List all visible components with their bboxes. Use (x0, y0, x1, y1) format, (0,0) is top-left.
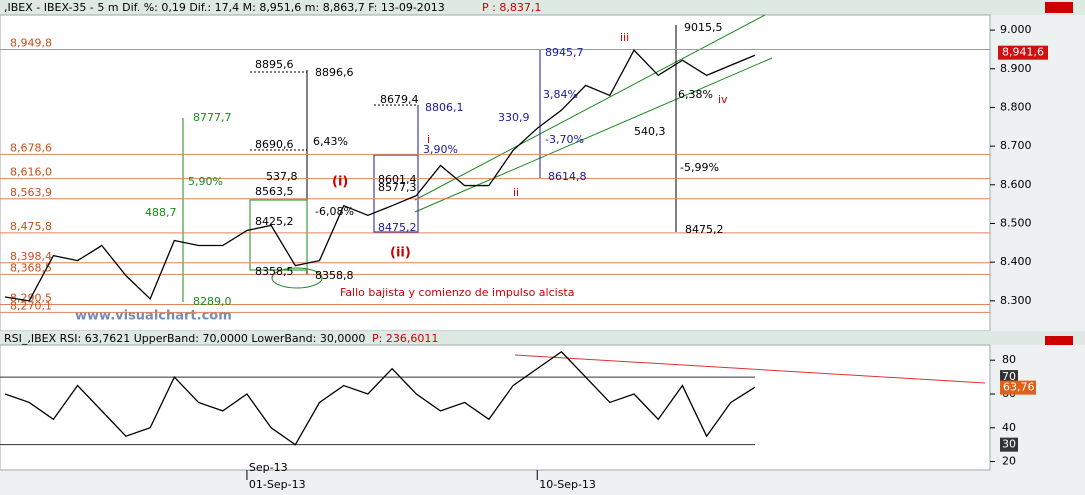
annotation: 8475,2 (378, 221, 417, 234)
last-price-box (998, 45, 1048, 60)
rsi-header-bar (0, 331, 1085, 345)
level-label: 8,949,8 (10, 37, 52, 50)
annotation: 540,3 (634, 125, 666, 138)
band-label: 70 (1002, 370, 1016, 383)
annotation: ii (513, 186, 519, 199)
price-panel (0, 14, 991, 332)
annotation: 8614,8 (548, 170, 587, 183)
level-label: 8,678,6 (10, 141, 52, 154)
rsi-panel (0, 344, 991, 471)
y-tick-label: 8.900 (1000, 62, 1032, 75)
rsi-trend-line (514, 354, 986, 384)
level-label: 8,616,0 (10, 166, 52, 179)
annotation: 8806,1 (425, 101, 464, 114)
highlight-ellipse (271, 267, 323, 289)
price-title: ,IBEX - IBEX-35 - 5 m Dif. %: 0,19 Dif.:… (4, 1, 445, 14)
annotation: 8679,4 (380, 93, 419, 106)
watermark: www.visualchart.com (75, 309, 232, 324)
annotation: 6,43% (313, 135, 348, 148)
x-month-label: Sep-13 (249, 461, 288, 474)
annotation: (i) (332, 175, 348, 190)
header-bar (0, 0, 1085, 15)
annotation: 8475,2 (685, 223, 724, 236)
y-tick-label: 8.500 (1000, 216, 1032, 229)
annotation: 8945,7 (545, 46, 584, 59)
annotation: (ii) (390, 246, 411, 261)
annotation: 8601,4 (378, 173, 417, 186)
annotation: -5,99% (680, 161, 719, 174)
band-box (1000, 370, 1018, 385)
annotation: 330,9 (498, 111, 530, 124)
channel-line (414, 14, 766, 201)
price-line (4, 49, 756, 302)
y-tick-label: 8.400 (1000, 255, 1032, 268)
annotation: iv (718, 93, 728, 106)
band-label: 30 (1002, 438, 1016, 451)
annotation: 8358,5 (255, 265, 294, 278)
annotation: 8425,2 (255, 215, 294, 228)
y-tick-label: 8.600 (1000, 178, 1032, 191)
last-price-label: 8,941,6 (1002, 46, 1044, 59)
annotation: 8563,5 (255, 185, 294, 198)
annotation: 3,84% (543, 88, 578, 101)
annotation: i (427, 133, 430, 146)
annotation: 8577,3 (378, 181, 417, 194)
y-tick-label: 40 (1002, 421, 1016, 434)
y-tick-label: 8.300 (1000, 294, 1032, 307)
annotation: iii (620, 31, 629, 44)
fib-box (249, 199, 308, 271)
annotation: 3,90% (423, 143, 458, 156)
annotation: 537,8 (266, 170, 298, 183)
level-label: 8,563,9 (10, 186, 52, 199)
annotation: 8289,0 (193, 295, 232, 308)
drawings (182, 14, 986, 384)
x-tick-label: 01-Sep-13 (249, 478, 306, 491)
annotation: 8777,7 (193, 111, 232, 124)
y-tick-label: 8.800 (1000, 100, 1032, 113)
annotation: 8690,6 (255, 138, 294, 151)
annotation: 5,90% (188, 175, 223, 188)
level-label: 8,398,4 (10, 250, 52, 263)
x-tick-label: 10-Sep-13 (539, 478, 596, 491)
annotation: 6,38% (678, 88, 713, 101)
annotation: 8358,8 (315, 269, 354, 282)
y-tick-label: 9.000 (1000, 23, 1032, 36)
y-tick-label: 20 (1002, 455, 1016, 468)
annotation: 9015,5 (684, 21, 723, 34)
y-tick-label: 80 (1002, 353, 1016, 366)
close-box[interactable] (1045, 336, 1073, 345)
level-label: 8,368,5 (10, 261, 52, 274)
annotation: -3,70% (545, 133, 584, 146)
annotation: -6,08% (315, 205, 354, 218)
price-line (4, 350, 756, 446)
rsi-title: RSI_,IBEX RSI: 63,7621 UpperBand: 70,000… (4, 332, 365, 345)
level-label: 8,270,1 (10, 299, 52, 312)
annotation: 8895,6 (255, 58, 294, 71)
y-tick-label: 8.700 (1000, 139, 1032, 152)
band-box (1000, 437, 1018, 452)
price-last-text: P : 8,837,1 (482, 1, 541, 14)
close-box[interactable] (1045, 2, 1073, 13)
channel-line (414, 57, 773, 213)
rsi-last-label: 63,76 (1003, 381, 1035, 394)
annotation: 488,7 (145, 206, 177, 219)
annotation: 8896,6 (315, 66, 354, 79)
annotation: Fallo bajista y comienzo de impulso alci… (340, 286, 574, 299)
level-label: 8,475,8 (10, 220, 52, 233)
rsi-last-text: P: 236,6011 (372, 332, 438, 345)
rsi-last-box (1000, 380, 1036, 395)
